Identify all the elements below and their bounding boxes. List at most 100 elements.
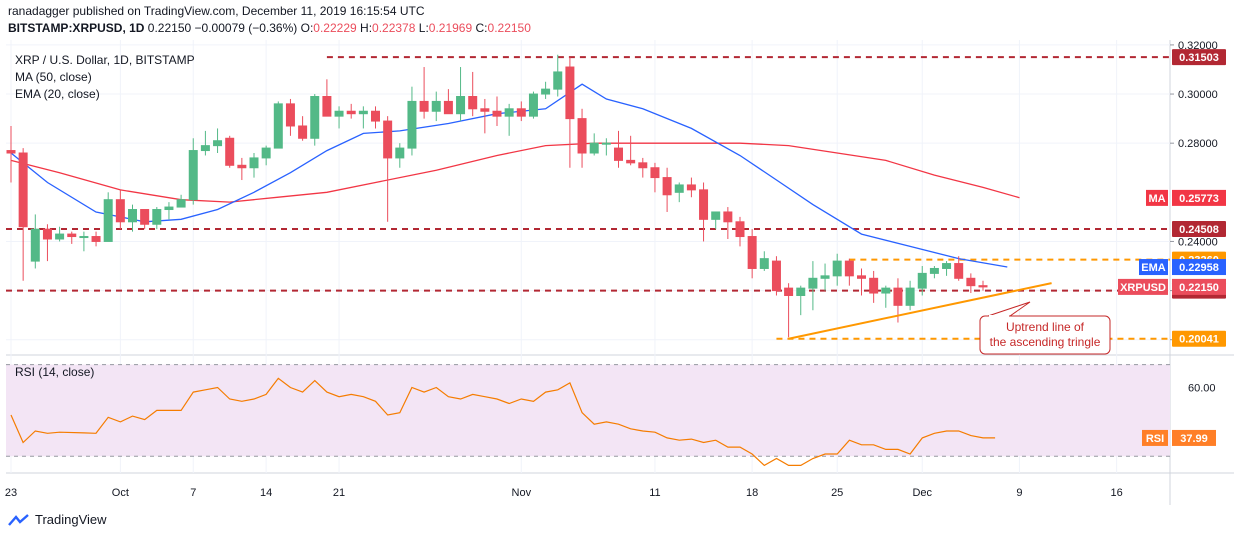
high-label: H:	[360, 21, 373, 35]
series-price-label: 0.22150	[1179, 282, 1219, 294]
candle-up	[334, 110, 344, 117]
candle-up	[431, 100, 441, 112]
candle-up	[152, 209, 162, 225]
candle-down	[516, 108, 526, 117]
candle-down	[419, 100, 429, 112]
annotation-line-2: the ascending tringle	[990, 335, 1101, 349]
candle-down	[626, 159, 636, 164]
candle-up	[103, 199, 113, 242]
candle-up	[541, 88, 551, 95]
rsi-line	[10, 377, 996, 467]
candle-down	[67, 233, 77, 238]
candle-down	[662, 177, 672, 196]
high-value: 0.22378	[372, 21, 416, 35]
tradingview-logo-icon	[8, 513, 29, 526]
rsi-legend: RSI (14, close)	[15, 364, 94, 381]
candle-down	[893, 287, 903, 306]
candle-down	[978, 285, 988, 288]
low-value: 0.21969	[428, 21, 473, 35]
y-tick-label: 0.24000	[1178, 236, 1218, 248]
close-label: C:	[475, 21, 488, 35]
candle-up	[249, 157, 259, 169]
x-tick-label: 16	[1111, 487, 1123, 499]
candle-up	[456, 96, 466, 115]
candle-down	[225, 137, 235, 166]
series-name-label: MA	[1148, 193, 1165, 205]
y-tick-label: 0.30000	[1178, 89, 1218, 101]
candle-down	[42, 228, 52, 240]
candle-up	[30, 228, 40, 262]
level-price-label: 0.20041	[1172, 330, 1226, 347]
close-value: 0.22150	[487, 21, 531, 35]
series-price-label: 0.22958	[1179, 262, 1219, 274]
last-price: 0.22150	[147, 21, 192, 35]
open-label: O:	[300, 21, 314, 35]
legend-ema: EMA (20, close)	[15, 87, 100, 101]
x-tick-label: 14	[260, 487, 272, 499]
ma-50-line	[10, 142, 1020, 203]
candle-down	[91, 236, 101, 242]
symbol-quote-line: BITSTAMP:XRPUSD, 1D 0.22150 −0.00079 (−0…	[8, 21, 531, 35]
candle-up	[601, 142, 611, 145]
candle-up	[310, 96, 320, 139]
candle-up	[553, 71, 563, 90]
candle-down	[735, 221, 745, 238]
legend-title: XRP / U.S. Dollar, 1D, BITSTAMP	[15, 53, 195, 67]
level-price-label-bg	[1172, 49, 1226, 66]
y-tick-label: 0.28000	[1178, 138, 1218, 150]
x-tick-label: 21	[333, 487, 345, 499]
series-name-label: EMA	[1141, 262, 1166, 274]
candle-up	[820, 275, 830, 279]
candle-up	[929, 267, 939, 274]
candle-up	[504, 108, 514, 117]
candle-up	[905, 287, 915, 306]
series-price-label-bg	[1172, 278, 1226, 295]
candle-down	[747, 236, 757, 269]
candle-up	[55, 233, 65, 240]
candle-down	[565, 66, 575, 120]
main-legend: XRP / U.S. Dollar, 1D, BITSTAMP MA (50, …	[15, 52, 195, 103]
candle-up	[674, 184, 684, 193]
candle-up	[942, 263, 952, 269]
candle-up	[796, 287, 806, 296]
price-change: −0.00079 (−0.36%)	[194, 21, 298, 35]
candle-up	[395, 147, 405, 159]
annotation-line-1: Uptrend line of	[1006, 320, 1085, 334]
series-price-label: 0.25773	[1179, 193, 1219, 205]
rsi-value-label-bg	[1172, 429, 1216, 446]
candle-up	[881, 287, 891, 294]
x-tick-label: Nov	[512, 487, 532, 499]
uptrend-line	[788, 282, 1052, 340]
series-name-label: XRPUSD	[1120, 282, 1166, 294]
low-label: L:	[418, 21, 429, 35]
candle-down	[771, 260, 781, 292]
candle-down	[443, 100, 453, 115]
series-price-label-bg	[1172, 189, 1226, 206]
level-price-label-bg	[1172, 330, 1226, 347]
x-tick-label: 11	[649, 487, 660, 499]
candle-down	[869, 277, 879, 294]
candle-up	[188, 150, 198, 201]
x-tick-label: 23	[5, 487, 17, 499]
candle-up	[711, 211, 721, 220]
candle-up	[79, 236, 89, 239]
series-name-label-bg	[1139, 259, 1168, 276]
series-price-label-bg	[1172, 259, 1226, 276]
candle-down	[346, 110, 356, 115]
published-line: ranadagger published on TradingView.com,…	[8, 4, 425, 18]
open-value: 0.22229	[313, 21, 357, 35]
candle-down	[577, 118, 587, 154]
tradingview-brand[interactable]: TradingView	[8, 512, 107, 527]
x-tick-label: 25	[831, 487, 843, 499]
candle-up	[261, 147, 271, 159]
candle-down	[371, 110, 380, 122]
candle-down	[638, 162, 648, 169]
legend-ma: MA (50, close)	[15, 70, 92, 84]
level-price-label: 0.31503	[1172, 49, 1226, 66]
candle-up	[213, 140, 223, 147]
x-tick-label: 7	[190, 487, 196, 499]
candle-down	[6, 150, 16, 154]
callout-pointer	[987, 301, 1031, 317]
candle-up	[759, 258, 769, 269]
